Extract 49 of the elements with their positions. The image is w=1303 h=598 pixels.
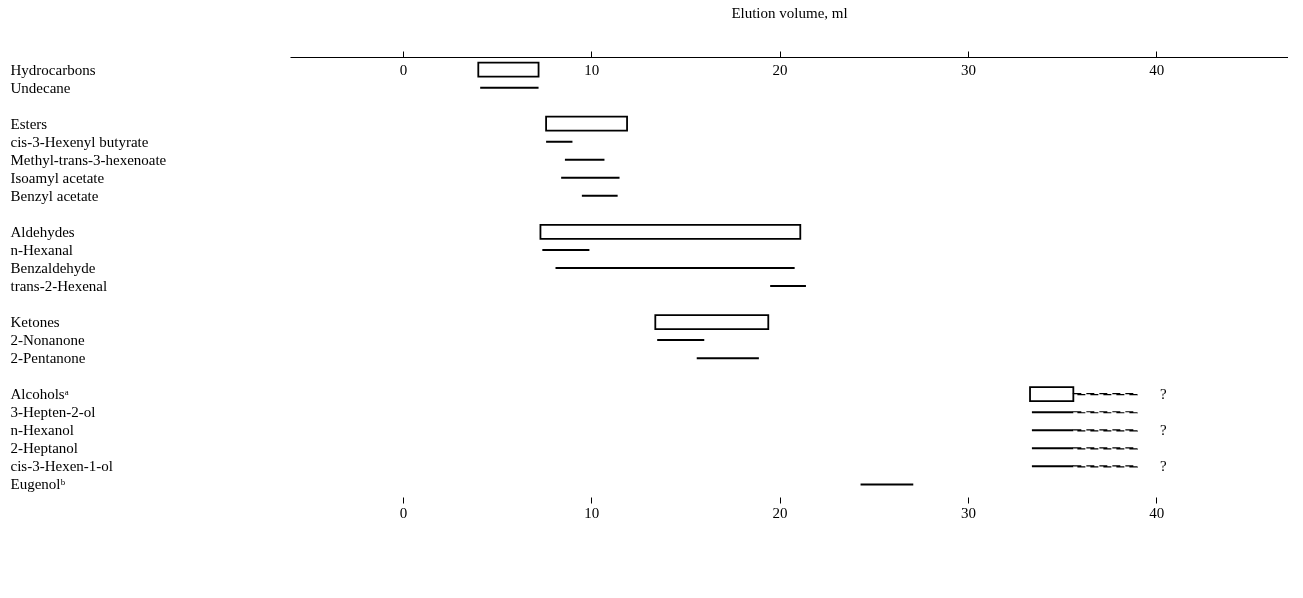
x2-tick-label: 0 (399, 504, 408, 521)
x-tick-label: 10 (584, 61, 600, 78)
y-tick-label: Aldehydes (10, 223, 75, 240)
y-tick-label: Alcoholsᵃ (10, 386, 69, 403)
y-tick-label: 3-Hepten-2-ol (10, 404, 96, 421)
bar (477, 61, 540, 78)
y-tick-label: Methyl-trans-3-hexenoate (10, 151, 167, 168)
bar (696, 357, 759, 360)
bar (555, 266, 795, 269)
y-tick-label: Isoamyl acetate (10, 169, 105, 186)
bar (561, 176, 620, 179)
y-tick-label: Esters (10, 115, 48, 132)
y-tick-label: Eugenolᵇ (10, 476, 66, 493)
x-tick-label: 20 (772, 61, 788, 78)
x2-axis-title: Elution volume, ml (731, 5, 848, 21)
y-tick-label: cis-3-Hexenyl butyrate (10, 133, 149, 150)
y-tick-label: 2-Nonanone (10, 332, 85, 349)
y-tick-label: trans-2-Hexenal (10, 278, 108, 295)
y-tick-label: n-Hexanol (10, 422, 74, 439)
x2-tick-label: 40 (1149, 504, 1165, 521)
bar (657, 339, 705, 342)
bar (654, 314, 770, 330)
y-tick-label: Benzaldehyde (10, 259, 96, 276)
y-tick-label: Benzyl acetate (10, 187, 99, 204)
bar (539, 224, 802, 240)
bar (770, 285, 806, 288)
y-tick-label: Ketones (10, 314, 60, 331)
y-tick-label: Hydrocarbons (10, 61, 96, 78)
bar (860, 483, 914, 486)
bar (545, 115, 628, 132)
bar (480, 86, 539, 89)
x-tick-label: 30 (960, 61, 976, 78)
x2-tick-label: 20 (772, 504, 788, 521)
bar (542, 248, 590, 251)
annotation: ? (1160, 386, 1168, 403)
y-tick-label: cis-3-Hexen-1-ol (10, 458, 113, 475)
annotation: ? (1160, 422, 1168, 439)
y-tick-label: Undecane (10, 79, 71, 96)
x-tick-label: 0 (399, 61, 408, 78)
bar (546, 140, 573, 143)
bar (564, 158, 605, 161)
x2-tick-label: 30 (960, 504, 976, 521)
y-tick-label: 2-Heptanol (10, 440, 78, 457)
bar (581, 194, 618, 197)
x2-tick-label: 10 (584, 504, 600, 521)
x-tick-label: 40 (1149, 61, 1165, 78)
y-tick-label: n-Hexanal (10, 241, 73, 258)
y-tick-label: 2-Pentanone (10, 350, 86, 367)
annotation: ? (1160, 458, 1168, 475)
